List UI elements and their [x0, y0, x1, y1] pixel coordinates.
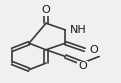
- Text: O: O: [78, 61, 87, 71]
- Text: O: O: [42, 5, 50, 15]
- Text: NH: NH: [70, 25, 87, 35]
- Text: O: O: [89, 45, 98, 55]
